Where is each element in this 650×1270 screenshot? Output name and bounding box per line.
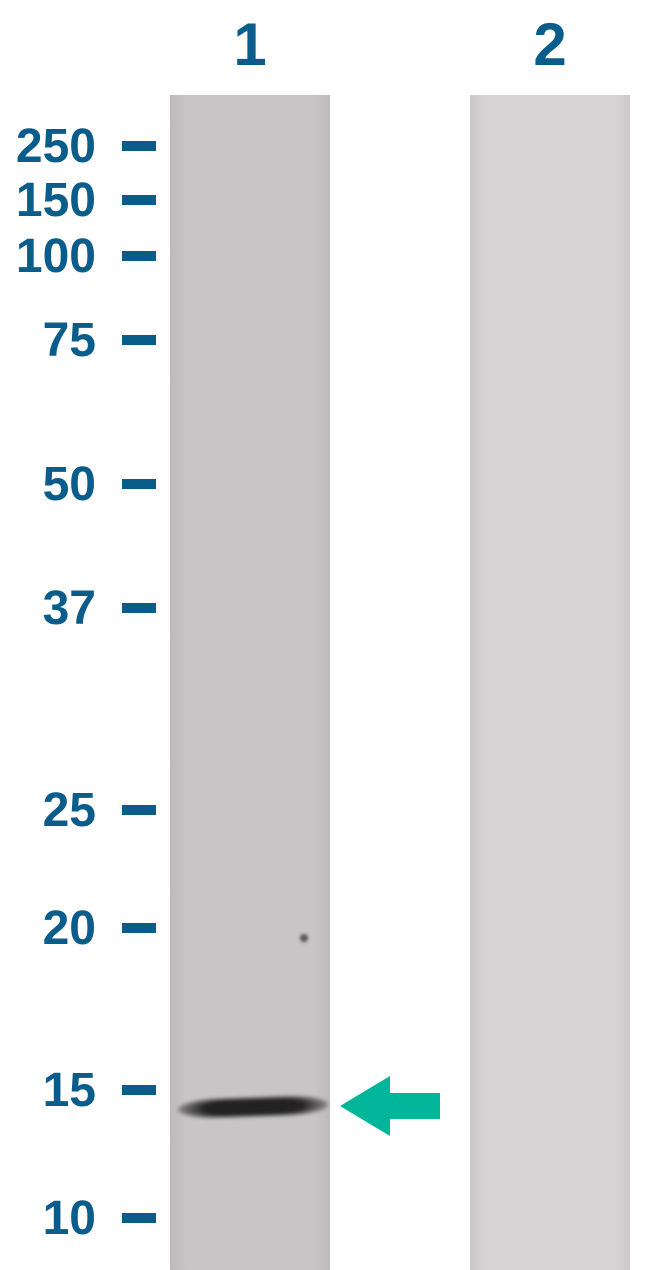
ladder-label-150: 150 [0,173,96,228]
lane-header-1: 1 [170,10,330,79]
ladder-label-10: 10 [0,1191,96,1246]
ladder-label-100: 100 [0,229,96,284]
arrow-icon [340,1076,440,1136]
ladder-tick-150 [122,195,156,205]
ladder-label-20: 20 [0,901,96,956]
lane-header-2: 2 [470,10,630,79]
ladder-tick-250 [122,141,156,151]
ladder-label-250: 250 [0,119,96,174]
ladder-label-25: 25 [0,783,96,838]
ladder-label-75: 75 [0,313,96,368]
lane-2 [470,95,630,1270]
ladder-label-37: 37 [0,581,96,636]
ladder-label-15: 15 [0,1063,96,1118]
ladder-tick-100 [122,251,156,261]
ladder-tick-37 [122,603,156,613]
speck [300,934,308,942]
ladder-tick-20 [122,923,156,933]
ladder-tick-50 [122,479,156,489]
blot-canvas: 1 2 250150100 75 50 37 25 20 15 10 [0,0,650,1270]
ladder-label-50: 50 [0,457,96,512]
lane-1 [170,95,330,1270]
ladder-tick-10 [122,1213,156,1223]
ladder-tick-25 [122,805,156,815]
ladder-tick-15 [122,1085,156,1095]
ladder-tick-75 [122,335,156,345]
